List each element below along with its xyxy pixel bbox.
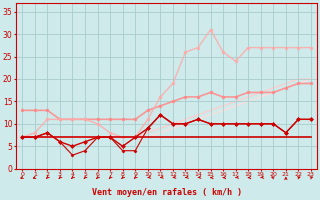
X-axis label: Vent moyen/en rafales ( km/h ): Vent moyen/en rafales ( km/h ) — [92, 188, 242, 197]
